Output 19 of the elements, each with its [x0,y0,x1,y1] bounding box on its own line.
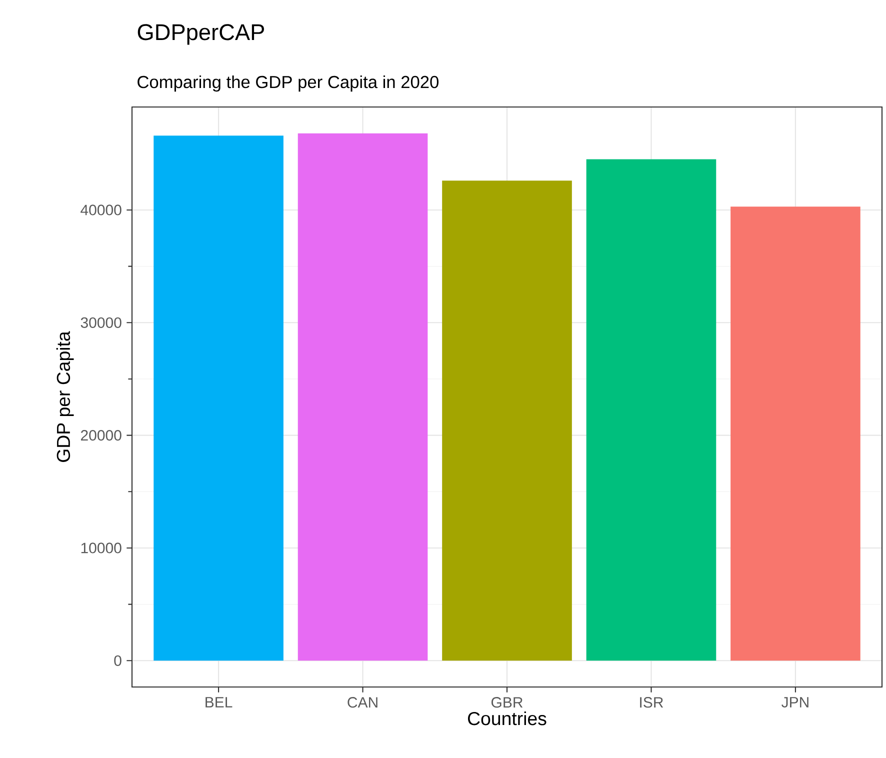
bar [298,133,428,661]
chart-title: GDPperCAP [138,24,264,45]
x-tick-label: JPN [782,697,808,708]
y-tick-label: 20000 [80,430,122,441]
bar [442,180,572,661]
x-tick-label: ISR [640,697,664,708]
y-tick-label: 30000 [80,317,122,328]
bar [154,136,284,661]
y-tick-label: 0 [114,655,122,666]
x-tick-label: BEL [206,697,232,708]
bar [586,159,716,661]
x-tick-label: GBR [492,697,523,708]
y-axis-title: GDP per Capita [56,331,74,462]
x-axis-title: Countries [468,711,546,726]
x-tick-label: CAN [348,697,378,708]
y-tick-label: 40000 [80,204,122,216]
bar [730,206,860,661]
y-tick-label: 10000 [81,542,122,554]
chart-subtitle: Comparing the GDP per Capita in 2020 [138,75,439,92]
